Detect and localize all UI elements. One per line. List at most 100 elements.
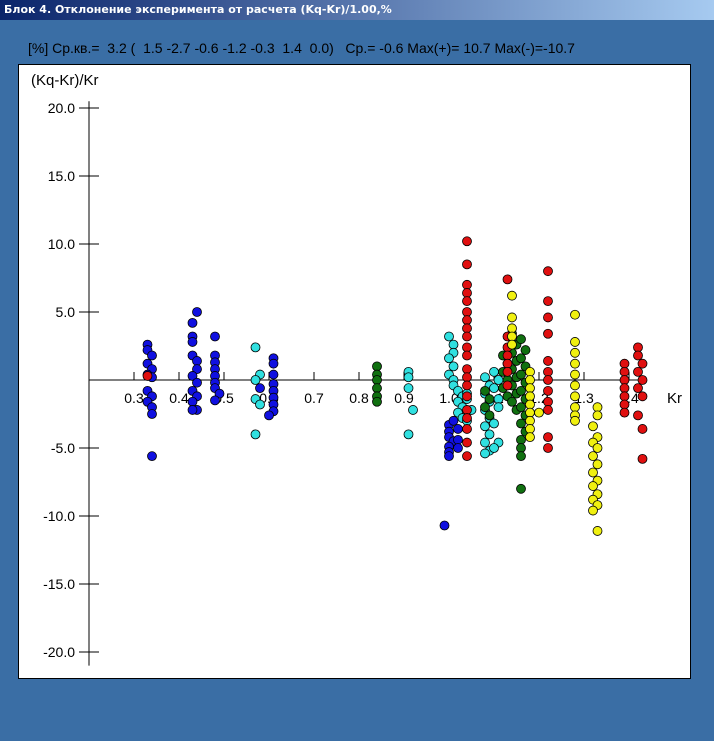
data-point: [484, 429, 495, 440]
data-point: [268, 358, 279, 369]
data-point: [462, 405, 472, 415]
data-point: [192, 364, 202, 375]
data-point: [502, 358, 513, 369]
data-point: [484, 394, 495, 404]
data-point: [480, 421, 490, 432]
data-point: [516, 334, 526, 345]
data-point: [489, 383, 499, 394]
data-point: [516, 369, 526, 380]
data-point: [543, 432, 553, 443]
data-point: [462, 307, 472, 317]
data-point: [633, 366, 643, 377]
data-point: [264, 410, 274, 421]
data-point: [192, 307, 202, 317]
x-tick-label: 0.7: [304, 390, 324, 406]
data-point: [507, 339, 517, 350]
x-tick-label: 0.9: [394, 390, 414, 406]
data-point: [489, 366, 499, 377]
x-tick-label: 0.3: [124, 390, 144, 406]
y-tick-label: 10.0: [48, 236, 75, 252]
data-point: [462, 413, 472, 423]
data-point: [570, 337, 580, 347]
data-point: [637, 453, 648, 464]
data-point: [633, 410, 643, 421]
data-point: [543, 385, 553, 396]
data-point: [525, 424, 535, 434]
y-tick-label: -10.0: [43, 508, 75, 524]
data-point: [462, 315, 472, 326]
data-point: [462, 236, 472, 247]
data-point: [592, 526, 603, 536]
data-point: [502, 274, 513, 285]
data-point: [619, 399, 630, 410]
data-point: [507, 312, 517, 323]
data-point: [592, 410, 603, 421]
data-point: [637, 424, 648, 434]
data-point: [543, 328, 553, 339]
data-point: [462, 424, 472, 434]
data-point: [619, 366, 630, 377]
plot-area: 20.0 15.0 10.0 5.0 -5.0 -10.0 -15.0 -20.0 0.3 0.4…: [18, 64, 691, 679]
data-point: [543, 396, 553, 407]
data-point: [250, 342, 261, 353]
data-point: [453, 434, 463, 445]
data-point: [493, 394, 504, 404]
data-point: [588, 481, 598, 491]
data-point: [444, 353, 454, 364]
data-point: [462, 296, 472, 307]
data-point: [525, 366, 535, 377]
data-point: [525, 432, 535, 443]
data-point: [543, 356, 553, 366]
data-point: [480, 385, 490, 396]
data-point: [588, 505, 598, 516]
data-point: [592, 402, 603, 413]
data-point: [187, 396, 198, 407]
data-point: [489, 443, 499, 453]
data-point: [462, 451, 472, 462]
data-point: [187, 317, 198, 328]
data-point: [444, 451, 454, 462]
data-point: [448, 361, 459, 372]
data-point: [633, 350, 643, 361]
y-tick-label: -20.0: [43, 644, 75, 660]
data-point: [543, 312, 553, 323]
data-point: [633, 342, 643, 353]
data-point: [462, 331, 472, 342]
x-tick-label: 0.4: [169, 390, 189, 406]
data-point: [255, 399, 265, 410]
data-point: [502, 380, 513, 391]
data-point: [637, 375, 648, 385]
data-point: [543, 443, 553, 453]
data-point: [484, 410, 495, 421]
data-point: [570, 347, 580, 358]
data-point: [462, 380, 472, 391]
data-point: [516, 451, 526, 462]
data-point: [187, 405, 198, 415]
data-point: [516, 353, 526, 364]
data-point: [633, 383, 643, 394]
data-point: [462, 437, 472, 448]
data-point: [480, 448, 490, 459]
data-point: [489, 418, 499, 429]
data-point: [502, 350, 513, 361]
data-point: [453, 424, 463, 434]
data-point: [570, 369, 580, 380]
data-point: [516, 402, 526, 413]
data-point: [619, 383, 630, 394]
data-point: [493, 402, 504, 413]
data-point: [543, 405, 553, 415]
window-title: Блок 4. Отклонение эксперимента от расче…: [4, 3, 392, 16]
data-point: [570, 358, 580, 369]
data-point: [525, 383, 535, 394]
data-point: [502, 366, 513, 377]
data-point: [210, 395, 220, 406]
data-point: [372, 375, 382, 385]
data-point: [403, 372, 414, 383]
data-point: [543, 366, 553, 377]
data-point: [570, 380, 580, 391]
data-point: [592, 443, 603, 453]
data-point: [619, 407, 630, 418]
data-point: [516, 385, 526, 396]
data-point: [462, 288, 472, 298]
data-point: [462, 342, 472, 353]
